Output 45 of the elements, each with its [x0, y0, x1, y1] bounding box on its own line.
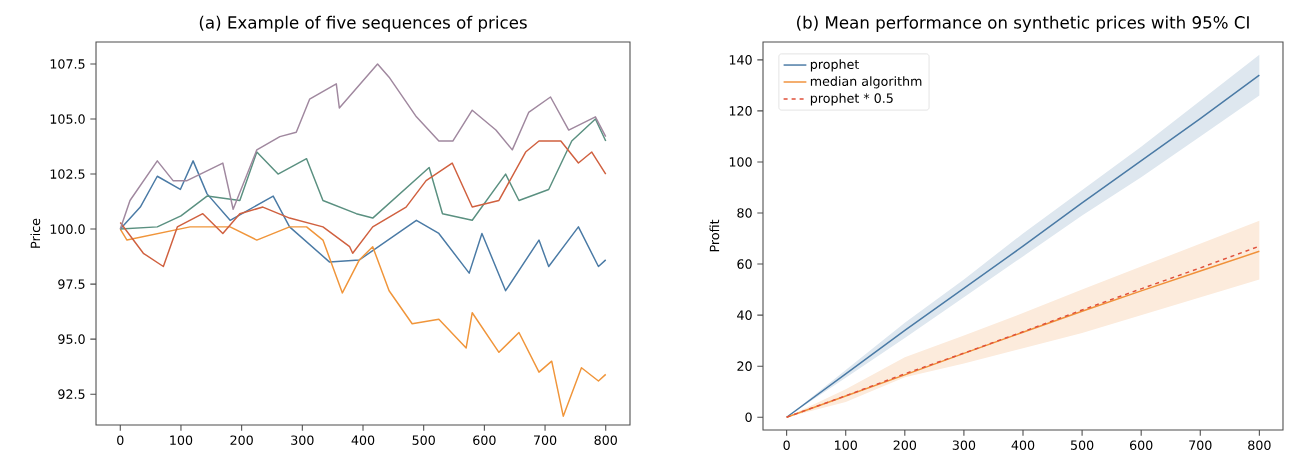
- x-tick-label: 100: [170, 435, 193, 445]
- legend-label: prophet: [810, 59, 860, 72]
- x-tick-label: 800: [594, 435, 617, 445]
- y-axis-title: Price: [30, 218, 41, 248]
- x-tick-label: 500: [412, 435, 435, 445]
- x-tick-label: 700: [1189, 440, 1212, 450]
- x-tick-label: 200: [230, 435, 253, 445]
- y-tick-label: 60: [737, 259, 752, 269]
- line-series: [119, 226, 607, 417]
- y-tick-label: 20: [737, 361, 752, 371]
- x-tick-label: 500: [1070, 440, 1094, 450]
- y-tick-label: 0: [745, 412, 752, 423]
- y-tick-label: 97.5: [58, 279, 85, 289]
- y-axis-title: Profit: [709, 219, 720, 252]
- legend-label: prophet * 0.5: [810, 93, 893, 106]
- x-tick-label: 400: [351, 435, 375, 445]
- x-tick-label: 700: [534, 435, 557, 445]
- x-tick-label: 300: [952, 440, 976, 450]
- x-tick-label: 600: [1129, 440, 1153, 450]
- x-tick-label: 100: [835, 440, 857, 450]
- x-tick-label: 0: [783, 440, 790, 450]
- y-tick-label: 95.0: [58, 334, 85, 344]
- y-tick-label: 140: [729, 55, 752, 65]
- y-tick-label: 80: [737, 208, 752, 218]
- x-tick-label: 0: [117, 435, 124, 445]
- legend-label: median algorithm: [810, 76, 922, 89]
- chart-title: (a) Example of five sequences of prices: [199, 15, 527, 32]
- line-series: [119, 63, 607, 230]
- y-tick-label: 92.5: [58, 389, 85, 399]
- y-tick-label: 120: [729, 106, 752, 116]
- x-tick-label: 200: [893, 440, 917, 450]
- y-tick-label: 105.0: [50, 114, 85, 124]
- y-tick-label: 107.5: [50, 59, 85, 69]
- y-tick-label: 40: [737, 310, 752, 320]
- x-tick-label: 800: [1248, 440, 1271, 450]
- y-tick-label: 102.5: [50, 169, 85, 179]
- x-tick-label: 300: [291, 435, 314, 445]
- x-tick-label: 400: [1011, 440, 1035, 450]
- line-series: [119, 118, 607, 230]
- line-series: [119, 160, 607, 292]
- x-tick-label: 600: [473, 435, 496, 445]
- chart-title: (b) Mean performance on synthetic prices with 95% CI: [797, 15, 1249, 32]
- y-tick-label: 100: [729, 157, 752, 167]
- line-series: [119, 140, 607, 268]
- y-tick-label: 100.0: [50, 224, 85, 234]
